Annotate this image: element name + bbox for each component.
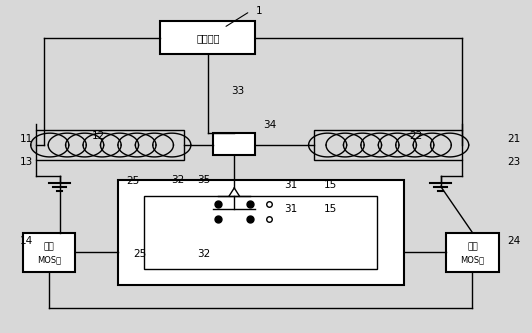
Bar — [118, 180, 404, 285]
Bar — [213, 134, 255, 155]
Text: 22: 22 — [409, 131, 422, 141]
Text: 31: 31 — [285, 204, 298, 214]
Text: 21: 21 — [507, 135, 520, 145]
Text: 11: 11 — [20, 135, 33, 145]
Text: 23: 23 — [507, 157, 520, 166]
Text: 24: 24 — [507, 236, 520, 246]
Text: 35: 35 — [197, 175, 211, 185]
Text: 第一: 第一 — [44, 242, 54, 251]
Bar — [160, 21, 255, 54]
Text: MOS管: MOS管 — [37, 256, 61, 265]
Text: 32: 32 — [197, 249, 211, 259]
Text: 12: 12 — [92, 131, 105, 141]
Text: 25: 25 — [126, 176, 139, 186]
Bar — [446, 232, 499, 272]
Text: 15: 15 — [324, 180, 337, 190]
Text: 25: 25 — [134, 249, 147, 259]
Text: 13: 13 — [20, 157, 33, 166]
Text: 锂电池组: 锂电池组 — [196, 33, 220, 43]
Text: 31: 31 — [285, 180, 298, 190]
Bar — [36, 130, 184, 160]
Text: MOS管: MOS管 — [460, 256, 485, 265]
Text: 14: 14 — [20, 236, 33, 246]
Text: 15: 15 — [324, 204, 337, 214]
Text: 32: 32 — [171, 175, 184, 185]
Text: 33: 33 — [231, 86, 245, 96]
Text: 34: 34 — [263, 120, 277, 130]
Text: 1: 1 — [255, 6, 262, 16]
Bar — [44, 25, 499, 315]
Bar — [314, 130, 462, 160]
Text: 第二: 第二 — [467, 242, 478, 251]
Bar — [144, 196, 377, 269]
Bar — [22, 232, 76, 272]
